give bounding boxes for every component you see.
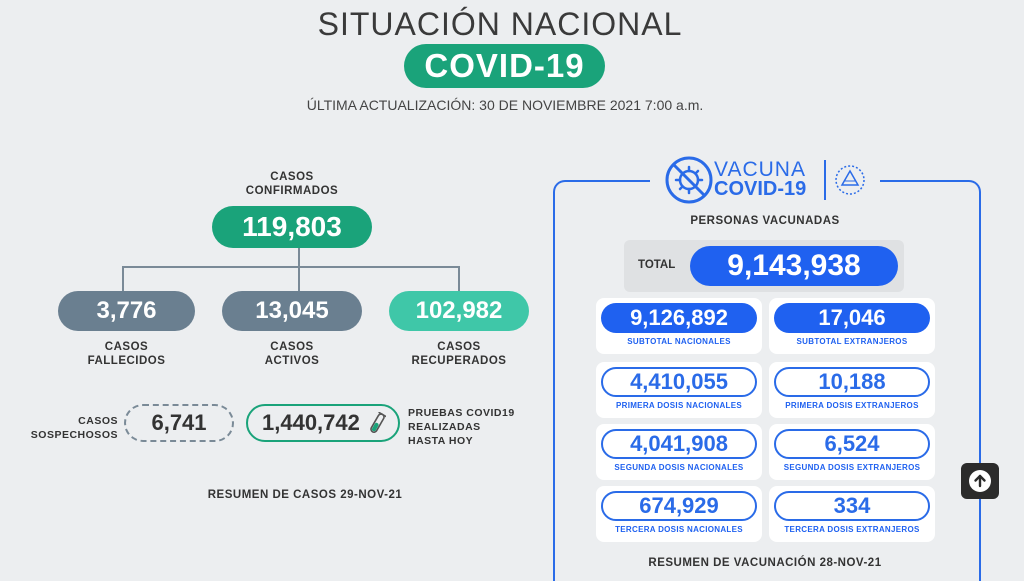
virus-crossed-icon xyxy=(665,156,713,204)
card-tercera-nacionales: 674,929 TERCERA DOSIS NACIONALES xyxy=(596,486,762,542)
vaccinated-persons-label: PERSONAS VACUNADAS xyxy=(690,215,840,227)
logo-separator xyxy=(824,160,826,200)
card-primera-nacionales: 4,410,055 PRIMERA DOSIS NACIONALES xyxy=(596,362,762,418)
card-subtotal-extranjeros: 17,046 SUBTOTAL EXTRANJEROS xyxy=(769,298,935,354)
tests-label-line-2: REALIZADAS xyxy=(408,421,481,433)
cases-summary: RESUMEN DE CASOS 29-NOV-21 xyxy=(207,489,403,501)
cases-tree-connector xyxy=(122,248,462,294)
scroll-to-top-button[interactable] xyxy=(961,463,999,499)
confirmed-label-line-1: CASOS xyxy=(270,171,314,183)
suspect-label: CASOS SOSPECHOSOS xyxy=(20,414,118,442)
card-value: 4,041,908 xyxy=(601,429,757,459)
card-primera-extranjeros: 10,188 PRIMERA DOSIS EXTRANJEROS xyxy=(769,362,935,418)
recovered-value: 102,982 xyxy=(389,291,529,331)
card-value: 9,126,892 xyxy=(601,303,757,333)
vaccination-summary: RESUMEN DE VACUNACIÓN 28-NOV-21 xyxy=(648,557,882,569)
suspect-value: 6,741 xyxy=(124,404,234,442)
covid-badge: COVID-19 xyxy=(404,44,605,88)
tests-value: 1,440,742 xyxy=(262,410,360,435)
page-title: SITUACIÓN NACIONAL xyxy=(317,6,683,42)
confirmed-label-line-2: CONFIRMADOS xyxy=(245,185,339,197)
total-label: TOTAL xyxy=(638,259,676,271)
active-label-line-2: ACTIVOS xyxy=(264,355,320,367)
tests-pill: 1,440,742 xyxy=(246,404,400,442)
last-updated: ÚLTIMA ACTUALIZACIÓN: 30 DE NOVIEMBRE 20… xyxy=(306,97,704,113)
tests-label-line-3: HASTA HOY xyxy=(408,435,474,447)
card-label: PRIMERA DOSIS NACIONALES xyxy=(615,401,743,410)
tests-label: PRUEBAS COVID19 REALIZADAS HASTA HOY xyxy=(408,406,518,448)
card-label: TERCERA DOSIS EXTRANJEROS xyxy=(784,525,920,534)
card-label: SEGUNDA DOSIS EXTRANJEROS xyxy=(783,463,921,472)
deaths-label-line-2: FALLECIDOS xyxy=(87,355,166,367)
card-segunda-nacionales: 4,041,908 SEGUNDA DOSIS NACIONALES xyxy=(596,424,762,480)
deaths-value: 3,776 xyxy=(58,291,195,331)
card-label: SUBTOTAL NACIONALES xyxy=(627,337,731,346)
deaths-label: CASOS FALLECIDOS xyxy=(58,340,195,368)
card-subtotal-nacionales: 9,126,892 SUBTOTAL NACIONALES xyxy=(596,298,762,354)
card-value: 10,188 xyxy=(774,367,930,397)
tests-label-line-1: PRUEBAS COVID19 xyxy=(408,407,515,419)
active-label-line-1: CASOS xyxy=(270,341,314,353)
confirmed-value: 119,803 xyxy=(212,206,372,248)
card-segunda-extranjeros: 6,524 SEGUNDA DOSIS EXTRANJEROS xyxy=(769,424,935,480)
active-value: 13,045 xyxy=(222,291,362,331)
card-value: 674,929 xyxy=(601,491,757,521)
recovered-label: CASOS RECUPERADOS xyxy=(389,340,529,368)
arrow-up-icon xyxy=(969,470,991,492)
test-tube-icon xyxy=(368,411,387,446)
suspect-label-line-2: SOSPECHOSOS xyxy=(30,429,118,441)
card-tercera-extranjeros: 334 TERCERA DOSIS EXTRANJEROS xyxy=(769,486,935,542)
recovered-label-line-2: RECUPERADOS xyxy=(411,355,507,367)
card-value: 334 xyxy=(774,491,930,521)
card-label: TERCERA DOSIS NACIONALES xyxy=(615,525,743,534)
card-value: 17,046 xyxy=(774,303,930,333)
confirmed-label: CASOS CONFIRMADOS xyxy=(212,170,372,198)
card-value: 4,410,055 xyxy=(601,367,757,397)
deaths-label-line-1: CASOS xyxy=(104,341,149,353)
total-value: 9,143,938 xyxy=(690,246,898,286)
vaccine-logo-covid: COVID-19 xyxy=(714,178,807,200)
card-label: PRIMERA DOSIS EXTRANJEROS xyxy=(785,401,919,410)
card-label: SUBTOTAL EXTRANJEROS xyxy=(796,337,908,346)
vaccine-logo xyxy=(664,155,874,207)
el-salvador-seal-icon xyxy=(834,164,866,201)
card-value: 6,524 xyxy=(774,429,930,459)
suspect-label-line-1: CASOS xyxy=(78,415,118,427)
recovered-label-line-1: CASOS xyxy=(437,341,481,353)
active-label: CASOS ACTIVOS xyxy=(222,340,362,368)
card-label: SEGUNDA DOSIS NACIONALES xyxy=(614,463,744,472)
vaccine-logo-word: VACUNA xyxy=(714,158,806,181)
